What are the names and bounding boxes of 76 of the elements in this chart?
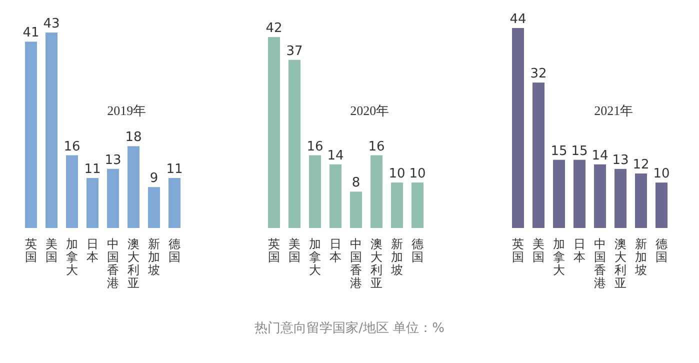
data-label: 10 [388,166,406,182]
data-label: 10 [653,166,670,182]
data-label: 32 [530,66,547,82]
bar [46,32,58,228]
bar [148,187,160,228]
bar [635,173,647,228]
bar [268,37,280,228]
bar [532,82,544,228]
x-tick-label: 加拿大 [553,237,565,277]
data-label: 11 [84,162,101,177]
bar [128,146,140,228]
bar [656,182,668,228]
data-label: 8 [352,176,360,191]
x-tick-label: 英国 [512,237,524,264]
x-tick-label: 日本 [574,237,586,264]
bar [330,164,342,228]
text: 2020年 [350,103,390,118]
bar [574,160,586,228]
data-label: 16 [306,139,324,154]
data-label: 41 [22,26,40,41]
x-tick-label: 日本 [86,237,98,264]
x-tick-label: 美国 [46,237,58,264]
x-tick-label: 澳大利亚 [128,237,140,290]
x-tick-label: 加拿大 [66,237,78,277]
bar [512,28,524,228]
x-tick-label: 美国 [288,237,300,264]
bar [350,192,362,228]
x-tick-label: 加拿大 [309,237,321,277]
bar [391,182,403,228]
data-label: 37 [286,44,303,59]
data-label: 14 [327,148,344,164]
bar [553,160,565,228]
x-tick-label: 澳大利亚 [614,237,626,290]
x-tick-label: 澳大利亚 [370,237,382,290]
bar [168,178,180,228]
bar [66,155,78,228]
bar [594,164,606,228]
data-label: 14 [592,148,608,164]
text: 2021年 [594,103,634,118]
bar [288,60,300,228]
x-tick-label: 中国香港 [594,237,606,290]
x-tick-label: 新加坡 [147,237,160,277]
data-label: 15 [571,144,588,159]
data-label: 16 [368,139,385,154]
x-tick-label: 中国香港 [107,237,119,290]
x-tick-label: 德国 [656,237,668,264]
x-tick-label: 德国 [168,237,180,264]
data-label: 42 [266,21,282,36]
bar [614,168,626,228]
x-tick-label: 英国 [25,237,37,264]
data-label: 13 [612,152,629,168]
data-label: 9 [150,171,158,186]
x-tick-label: 新加坡 [390,237,403,277]
bar [309,155,321,228]
text: 2019年 [107,103,146,118]
data-label: 16 [64,139,80,154]
bar [25,42,37,228]
x-tick-label: 日本 [330,237,342,264]
bar [86,178,98,228]
data-label: 18 [125,130,142,146]
x-tick-label: 美国 [532,237,544,264]
data-label: 44 [510,12,526,27]
x-tick-label: 新加坡 [634,237,647,277]
x-tick-label: 中国香港 [350,237,362,290]
bar [107,168,119,228]
data-label: 10 [409,166,426,182]
x-tick-label: 德国 [412,237,424,264]
bar [370,155,382,228]
data-label: 11 [166,162,183,177]
bar [412,182,424,228]
data-label: 13 [104,152,122,168]
text: 热门意向留学国家/地区 单位：% [254,320,444,336]
data-label: 12 [632,157,650,172]
x-tick-label: 英国 [268,237,280,264]
data-label: 15 [550,144,568,159]
data-label: 43 [43,16,60,32]
